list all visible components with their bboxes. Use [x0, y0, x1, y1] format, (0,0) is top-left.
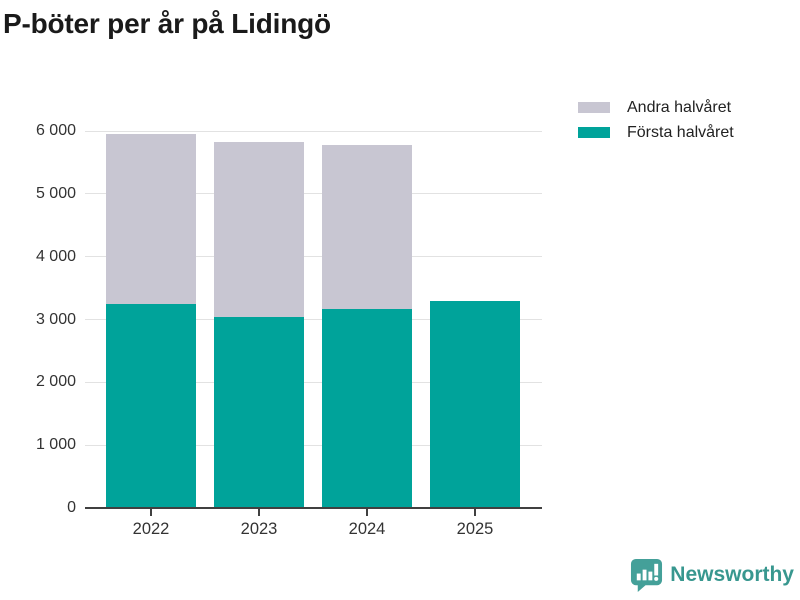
newsworthy-logo[interactable]: Newsworthy: [630, 558, 794, 592]
y-axis-tick-label: 4 000: [35, 247, 76, 265]
bar-segment-andra-halvaret-2023: [214, 141, 304, 317]
bar-segment-forsta-halvaret-2025: [430, 301, 520, 508]
bar-chart-speech-bubble-icon: [631, 558, 663, 592]
y-axis-tick-label: 3 000: [35, 310, 76, 328]
bar-segment-forsta-halvaret-2022: [106, 303, 196, 508]
bar-segment-forsta-halvaret-2024: [322, 308, 412, 508]
gridline: [85, 319, 542, 320]
y-axis-tick-label: 5 000: [35, 184, 76, 202]
legend: Andra halvåret Första halvåret: [578, 95, 734, 145]
gridline: [85, 256, 542, 258]
x-axis-tick: [258, 509, 260, 516]
x-axis-tick: [150, 509, 152, 516]
brand-name: Newsworthy: [670, 563, 794, 586]
bar-segment-andra-halvaret-2024: [322, 144, 412, 309]
legend-swatch-andra-halvaret: [578, 102, 610, 113]
gridline: [85, 193, 542, 195]
legend-label: Första halvåret: [627, 123, 734, 141]
x-axis-line: [85, 507, 542, 509]
bar-segment-andra-halvaret-2022: [106, 134, 196, 304]
gridline: [85, 130, 542, 132]
x-axis-tick-label: 2025: [456, 520, 494, 538]
y-axis-tick-label: 0: [67, 499, 76, 516]
legend-swatch-forsta-halvaret: [578, 127, 610, 138]
y-axis-tick-label: 1 000: [35, 436, 76, 454]
legend-item-andra-halvaret: Andra halvåret: [578, 95, 734, 120]
chart-title: P-böter per år på Lidingö: [3, 8, 331, 39]
x-axis-tick: [474, 509, 476, 516]
legend-label: Andra halvåret: [627, 98, 732, 116]
x-axis-tick-label: 2024: [348, 520, 386, 538]
gridline: [85, 444, 542, 446]
bar-segment-forsta-halvaret-2023: [214, 316, 304, 508]
x-axis-tick: [366, 509, 368, 516]
gridline: [85, 381, 542, 383]
y-axis-tick-label: 2 000: [35, 373, 76, 391]
x-axis-tick-label: 2023: [240, 520, 278, 538]
legend-item-forsta-halvaret: Första halvåret: [578, 120, 734, 145]
x-axis-tick-label: 2022: [132, 520, 170, 538]
y-axis-tick-label: 6 000: [35, 122, 76, 139]
